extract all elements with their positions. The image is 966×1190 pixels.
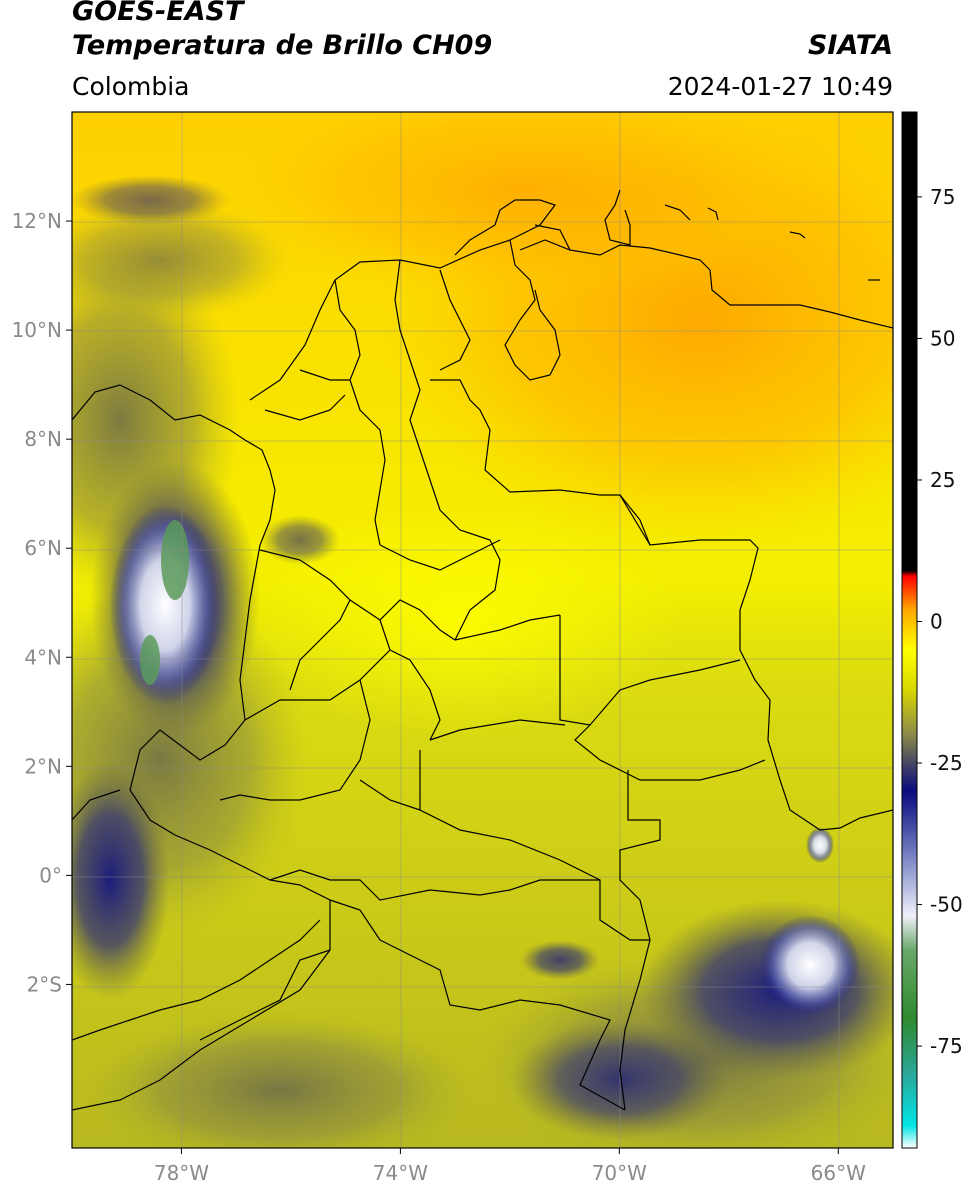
- organization-label: SIATA: [807, 30, 893, 61]
- lat-tick-label: 12°N: [12, 209, 62, 233]
- colorbar-tick-label: -75: [930, 1034, 963, 1058]
- lon-tick-label: 70°W: [592, 1161, 647, 1185]
- graticule: [72, 112, 893, 1148]
- lat-tick-label: 4°N: [24, 645, 62, 669]
- lat-tick-label: 2°N: [24, 754, 62, 778]
- lat-tick-label: 8°N: [24, 427, 62, 451]
- longitude-axis: 78°W 74°W 70°W 66°W: [154, 1148, 866, 1185]
- lon-tick-label: 74°W: [373, 1161, 428, 1185]
- colorbar: 75 50 25 0 -25 -50 -75: [901, 111, 963, 1149]
- product-title: Temperatura de Brillo CH09: [72, 30, 493, 61]
- lat-tick-label: 0°: [39, 863, 62, 887]
- map-frame: [71, 111, 894, 1149]
- colorbar-tick-label: 75: [930, 185, 955, 209]
- colorbar-tick-label: -50: [930, 893, 963, 917]
- region-label: Colombia: [72, 72, 190, 101]
- brightness-temperature-field: [72, 112, 893, 1148]
- timestamp-label: 2024-01-27 10:49: [667, 72, 893, 101]
- colorbar-tick-label: 50: [930, 326, 955, 350]
- lon-tick-label: 78°W: [154, 1161, 209, 1185]
- lat-tick-label: 2°S: [27, 972, 62, 996]
- lat-tick-label: 10°N: [12, 318, 62, 342]
- lat-tick-label: 6°N: [24, 536, 62, 560]
- colorbar-tick-label: 0: [930, 610, 943, 634]
- colorbar-tick-label: -25: [930, 751, 963, 775]
- lon-tick-label: 66°W: [811, 1161, 866, 1185]
- colorbar-tick-label: 25: [930, 468, 955, 492]
- country-borders: [72, 189, 893, 1111]
- satellite-title: GOES-EAST: [72, 0, 244, 27]
- latitude-axis: 12°N 10°N 8°N 6°N 4°N 2°N 0° 2°S: [12, 209, 72, 996]
